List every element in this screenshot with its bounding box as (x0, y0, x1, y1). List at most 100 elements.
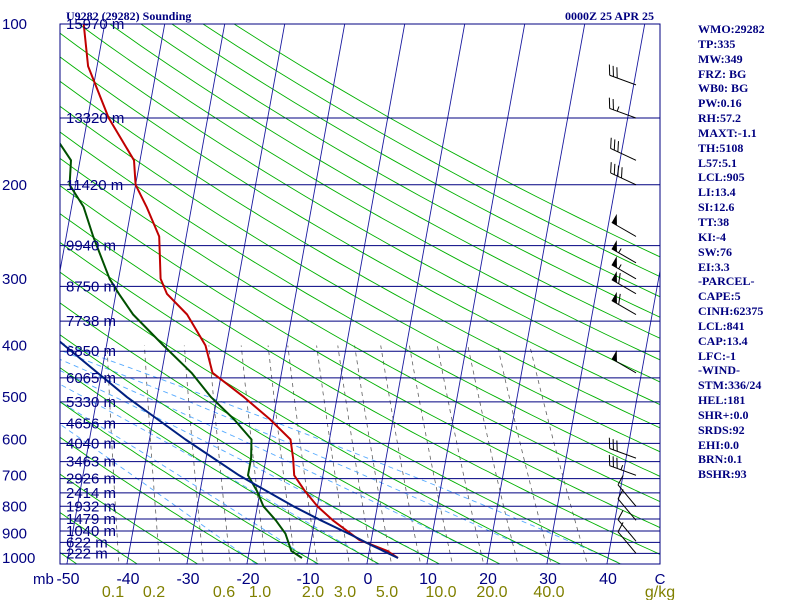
pressure-tick-label: 900 (2, 526, 27, 543)
wind-barb-staff (617, 531, 637, 554)
mixing-ratio-tick-label: 0.2 (143, 584, 165, 600)
wind-barb-feather (618, 273, 621, 284)
mixing-ratio-tick-label: 40.0 (533, 584, 564, 600)
mixing-ratio-line (316, 345, 350, 564)
temperature-tick-label: -20 (236, 571, 259, 588)
height-label: 9940 m (66, 238, 116, 255)
wind-barb-staff (611, 279, 637, 295)
height-label: 8750 m (66, 278, 116, 295)
sounding-index: HEL:181 (698, 393, 746, 408)
sounding-index: KI:-4 (698, 229, 726, 244)
wind-barb-staff (611, 222, 637, 237)
dry-adiabat-line (78, 24, 660, 361)
wind-barb (610, 137, 637, 161)
sounding-index: LCL:905 (698, 170, 745, 185)
sounding-indices-panel: WMO:29282 TP:335 MW:349 FRZ: BG WB0: BG PW:0.… (698, 22, 800, 482)
temperature-tick-label: 30 (539, 571, 557, 588)
dry-adiabat-line (0, 24, 24, 569)
sounding-index: EHI:0.0 (698, 437, 740, 452)
sounding-index: -WIND- (698, 363, 740, 378)
wind-barb-flag (611, 256, 617, 268)
height-label: 3463 m (66, 454, 116, 471)
dry-adiabat-line (60, 131, 660, 477)
mixing-ratio-tick-label: 20.0 (476, 584, 507, 600)
temperature-tick-label: -50 (56, 571, 79, 588)
height-label: 4656 m (66, 416, 116, 433)
wind-barb-staff (611, 248, 637, 264)
sounding-index: L57:5.1 (698, 155, 737, 170)
height-label: 1932 m (66, 498, 116, 515)
temperature-tick-label: 20 (479, 571, 497, 588)
mixing-ratio-line (144, 345, 161, 564)
pressure-tick-label: 400 (2, 338, 27, 355)
pressure-tick-label: 500 (2, 389, 27, 406)
wind-barb (611, 213, 637, 237)
mixing-ratio-line (497, 345, 552, 564)
pressure-tick-label: 1000 (2, 550, 35, 567)
isotherm-line (486, 24, 586, 564)
height-label: 5330 m (66, 394, 116, 411)
sounding-index: WB0: BG (698, 81, 749, 96)
wind-barb-staff (617, 484, 637, 507)
height-label: 6850 m (66, 343, 116, 360)
mixing-ratio-tick-label: 0.1 (102, 584, 124, 600)
wind-barb-half-feather (618, 248, 622, 254)
pressure-tick-label: 300 (2, 271, 27, 288)
isotherm-line (606, 268, 660, 564)
wind-barb-feather (613, 163, 616, 175)
pressure-tick-label: 200 (2, 177, 27, 194)
sounding-index: WMO:29282 (698, 22, 765, 36)
dry-adiabat-line (140, 24, 660, 318)
wind-barb-staff (609, 448, 637, 459)
wind-barb-staff (609, 465, 637, 476)
dry-adiabat-line (60, 401, 320, 564)
wind-barb-feather (620, 167, 623, 179)
wind-barb-staff (609, 107, 637, 119)
temperature-tick-label: 40 (599, 571, 617, 588)
moist-adiabat-line (60, 423, 258, 564)
pressure-tick-label: 600 (2, 432, 27, 449)
wind-barb (617, 522, 637, 554)
wind-barb-staff (611, 264, 637, 280)
wind-barb-flag (611, 350, 617, 362)
temperature-tick-label: -40 (116, 571, 139, 588)
wind-barb-staff (611, 300, 637, 315)
height-label: 11420 m (66, 177, 123, 194)
dry-adiabat-line (233, 24, 660, 258)
pressure-tick-label: 800 (2, 498, 27, 515)
height-label: 7738 m (66, 313, 116, 330)
mixing-ratio-line (240, 345, 267, 564)
sounding-index: TT:38 (698, 214, 730, 229)
wind-barb-feather (610, 162, 612, 173)
sounding-index: LCL:841 (698, 318, 745, 333)
mixing-ratio-line (267, 345, 296, 564)
isotherm-line (246, 24, 346, 564)
wind-barb-half-feather (618, 264, 622, 270)
temperature-line (82, 24, 399, 559)
isotherm-line (306, 24, 406, 564)
isotherm-line (546, 24, 646, 564)
wind-barb (611, 240, 637, 264)
height-label: 1040 m (66, 523, 116, 540)
dry-adiabat-line (171, 24, 660, 298)
sounding-index: EI:3.3 (698, 259, 730, 274)
moist-adiabat-line (60, 383, 379, 564)
height-label: 2414 m (66, 485, 116, 502)
isotherm-line (126, 24, 226, 564)
wind-barb-feather (617, 475, 624, 486)
wind-barb (608, 64, 637, 86)
height-label: 622 m (66, 534, 108, 551)
dry-adiabat-line (60, 80, 660, 429)
sounding-index: SW:76 (698, 244, 733, 259)
wind-barb-staff (617, 519, 637, 542)
pressure-tick-label: 700 (2, 467, 27, 484)
isotherm-line (186, 24, 286, 564)
temperature-tick-label: -30 (176, 571, 199, 588)
wind-barb-feather (610, 137, 612, 149)
mixing-ratio-line (409, 345, 453, 564)
mixing-ratio-line (106, 345, 120, 564)
dry-adiabat-line (60, 32, 660, 383)
mixing-ratio-line (436, 345, 485, 564)
wind-barb (608, 454, 637, 476)
